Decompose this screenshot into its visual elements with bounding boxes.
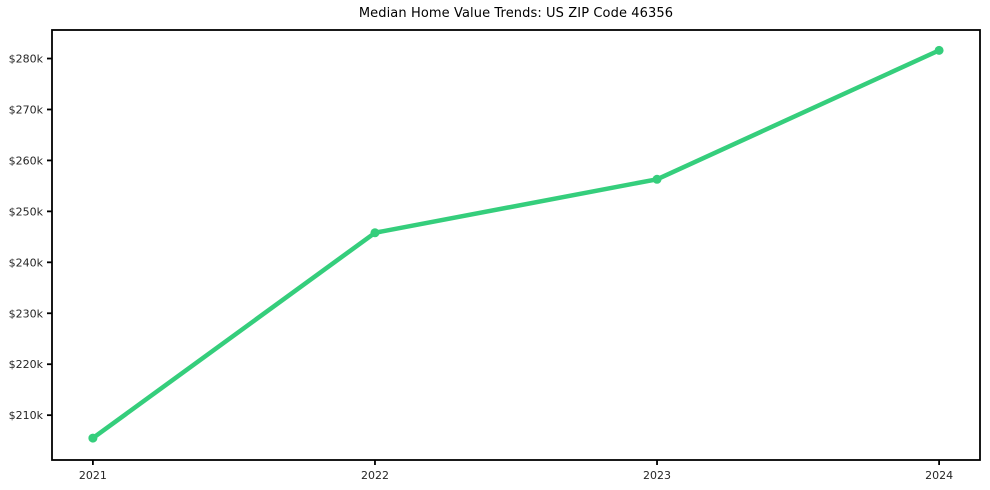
x-tick-label: 2024 xyxy=(925,469,953,482)
trend-line xyxy=(90,48,942,441)
y-tick-label: $240k xyxy=(9,256,44,269)
x-tick-label: 2022 xyxy=(361,469,389,482)
data-point-marker xyxy=(934,45,944,55)
y-tick-label: $270k xyxy=(9,103,44,116)
y-tick-label: $280k xyxy=(9,53,44,66)
x-tick-label: 2021 xyxy=(79,469,107,482)
data-point-marker xyxy=(88,433,98,443)
chart-title: Median Home Value Trends: US ZIP Code 46… xyxy=(358,6,674,21)
data-point-marker xyxy=(370,228,380,238)
y-tick-label: $250k xyxy=(9,205,44,218)
y-tick-label: $230k xyxy=(9,307,44,320)
x-tick-label: 2023 xyxy=(643,469,671,482)
plot-frame xyxy=(51,29,981,461)
data-point-marker xyxy=(652,174,662,184)
y-tick-label: $220k xyxy=(9,358,44,371)
y-tick-label: $210k xyxy=(9,409,44,422)
y-tick-label: $260k xyxy=(9,154,44,167)
